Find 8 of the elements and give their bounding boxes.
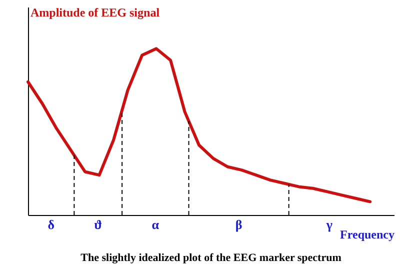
- text: δ: [48, 217, 55, 232]
- y-axis-title: Amplitude of EEG signal: [30, 6, 160, 20]
- text: The slightly idealized plot of the EEG marker spectrum: [80, 252, 342, 264]
- x-axis-title: Frequency: [340, 228, 394, 242]
- text: α: [152, 217, 160, 232]
- text: β: [235, 217, 242, 232]
- text: ϑ: [94, 217, 102, 232]
- text: γ: [325, 217, 332, 232]
